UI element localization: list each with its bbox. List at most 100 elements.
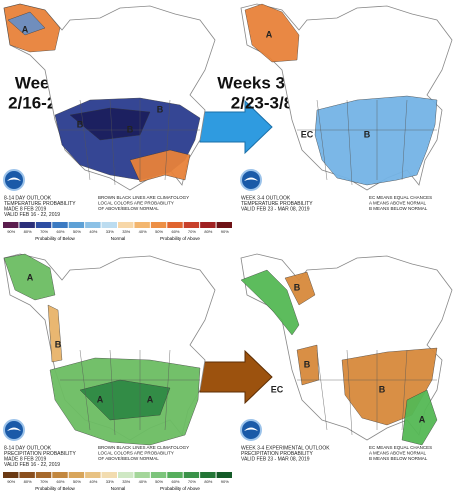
legend-line: B MEANS BELOW NORMAL — [369, 456, 428, 461]
caption-line: TEMPERATURE PROBABILITY — [241, 201, 313, 207]
legend-line: LOCAL COLORS ARE PROBABILITY — [98, 451, 174, 456]
legend-line: B MEANS BELOW NORMAL — [369, 206, 428, 211]
caption-line: PRECIPITATION PROBABILITY — [241, 451, 313, 457]
colorbar-swatch — [3, 472, 19, 478]
colorbar-swatch — [52, 222, 68, 228]
colorbar-tick: 80% — [24, 479, 32, 484]
noaa-bird — [7, 177, 21, 181]
region-label: A — [22, 24, 29, 34]
region-label: A — [419, 414, 426, 424]
colorbar-tick: 80% — [24, 229, 32, 234]
colorbar-swatch — [167, 472, 183, 478]
colorbar-swatch — [118, 222, 134, 228]
region-label: A — [147, 394, 154, 404]
noaa-logo — [240, 169, 262, 191]
caption-line: VALID FEB 16 - 22, 2019 — [4, 462, 60, 468]
colorbar-swatch — [200, 472, 216, 478]
colorbar-swatch — [19, 222, 35, 228]
colorbar-swatch — [85, 222, 101, 228]
noaa-logo — [3, 419, 25, 441]
colorbar-tick: 33% — [106, 479, 114, 484]
caption-line: MADE 8 FEB 2019 — [4, 456, 46, 462]
legend-line: OF ABOVE/BELOW NORMAL — [98, 206, 159, 211]
colorbar-swatch — [3, 222, 19, 228]
noaa-logo — [3, 169, 25, 191]
region-label: B — [294, 282, 301, 292]
region-label: B — [364, 129, 371, 139]
caption-line: MADE 8 FEB 2019 — [4, 206, 46, 212]
colorbar-tick: 33% — [122, 479, 130, 484]
colorbar-tick: 90% — [221, 479, 229, 484]
colorbar-tick: 50% — [73, 229, 81, 234]
legend-line: LOCAL COLORS ARE PROBABILITY — [98, 201, 174, 206]
colorbar-swatch — [150, 472, 167, 478]
colorbar-swatch — [216, 472, 232, 478]
caption-line: VALID FEB 23 - MAR 08, 2019 — [241, 206, 310, 212]
region-label: B — [55, 339, 62, 349]
colorbar-swatch — [150, 222, 167, 228]
colorbar-tick: 40% — [89, 229, 97, 234]
caption-line: VALID FEB 23 - MAR 08, 2019 — [241, 456, 310, 462]
colorbar-tick: 70% — [188, 229, 196, 234]
colorbar-below: Probability of Below — [35, 486, 75, 491]
region-label: B — [127, 124, 134, 134]
colorbar-above: Probability of Above — [160, 486, 200, 491]
legend-line: BROWN BLACK LINES ARE CLIMATOLOGY — [98, 445, 189, 450]
colorbar-tick: 40% — [89, 479, 97, 484]
colorbar-tick: 40% — [139, 479, 147, 484]
colorbar-above: Probability of Above — [160, 236, 200, 241]
region-label: EC — [271, 384, 284, 394]
colorbar-swatch — [19, 472, 35, 478]
region-label: A — [266, 29, 273, 39]
colorbar-swatch — [200, 222, 216, 228]
legend-line: A MEANS ABOVE NORMAL — [369, 451, 427, 456]
outlook-region — [79, 379, 171, 421]
caption-line: PRECIPITATION PROBABILITY — [4, 451, 76, 457]
colorbar-swatch — [183, 222, 200, 228]
colorbar-normal: Normal — [111, 486, 126, 491]
outlook-region — [314, 95, 438, 186]
colorbar-below: Probability of Below — [35, 236, 75, 241]
legend-line: BROWN BLACK LINES ARE CLIMATOLOGY — [98, 195, 189, 200]
state-lines — [60, 349, 200, 436]
colorbar-tick: 60% — [56, 229, 64, 234]
region-label: B — [157, 104, 164, 114]
colorbar-swatch — [183, 472, 200, 478]
caption-line: 8-14 DAY OUTLOOK — [4, 445, 52, 451]
colorbar-tick: 70% — [40, 229, 48, 234]
region-label: A — [97, 394, 104, 404]
colorbar-swatch — [167, 222, 183, 228]
colorbar-tick: 60% — [171, 479, 179, 484]
colorbar-swatch — [68, 222, 85, 228]
outlook-region — [47, 304, 63, 363]
outlook-region — [129, 149, 191, 183]
region-label: A — [27, 272, 34, 282]
colorbar-tick: 60% — [171, 229, 179, 234]
colorbar-tick: 33% — [122, 229, 130, 234]
region-label: B — [77, 119, 84, 129]
region-label: B — [379, 384, 386, 394]
arrow-temperature — [199, 99, 273, 155]
colorbar-tick: 90% — [221, 229, 229, 234]
colorbar-tick: 40% — [139, 229, 147, 234]
outlook-region — [7, 11, 46, 36]
colorbar-tick: 50% — [155, 479, 163, 484]
colorbar-swatch — [35, 222, 52, 228]
legend-line: A MEANS ABOVE NORMAL — [369, 201, 427, 206]
colorbar-tick: 90% — [7, 479, 15, 484]
outlook-region — [244, 3, 300, 63]
colorbar-tick: 70% — [40, 479, 48, 484]
outlook-region — [69, 107, 151, 141]
colorbar-tick: 80% — [204, 229, 212, 234]
caption-line: WEEK 3-4 EXPERIMENTAL OUTLOOK — [241, 445, 330, 451]
legend-line: OF ABOVE/BELOW NORMAL — [98, 456, 159, 461]
noaa-bird — [7, 427, 21, 431]
region-label: EC — [301, 129, 314, 139]
map-panel: B B EC B A WEEK 3-4 EXPERIMENTAL OUTLOOKPRECI… — [240, 253, 453, 462]
colorbar-normal: Normal — [111, 236, 126, 241]
state-lines — [297, 99, 437, 186]
